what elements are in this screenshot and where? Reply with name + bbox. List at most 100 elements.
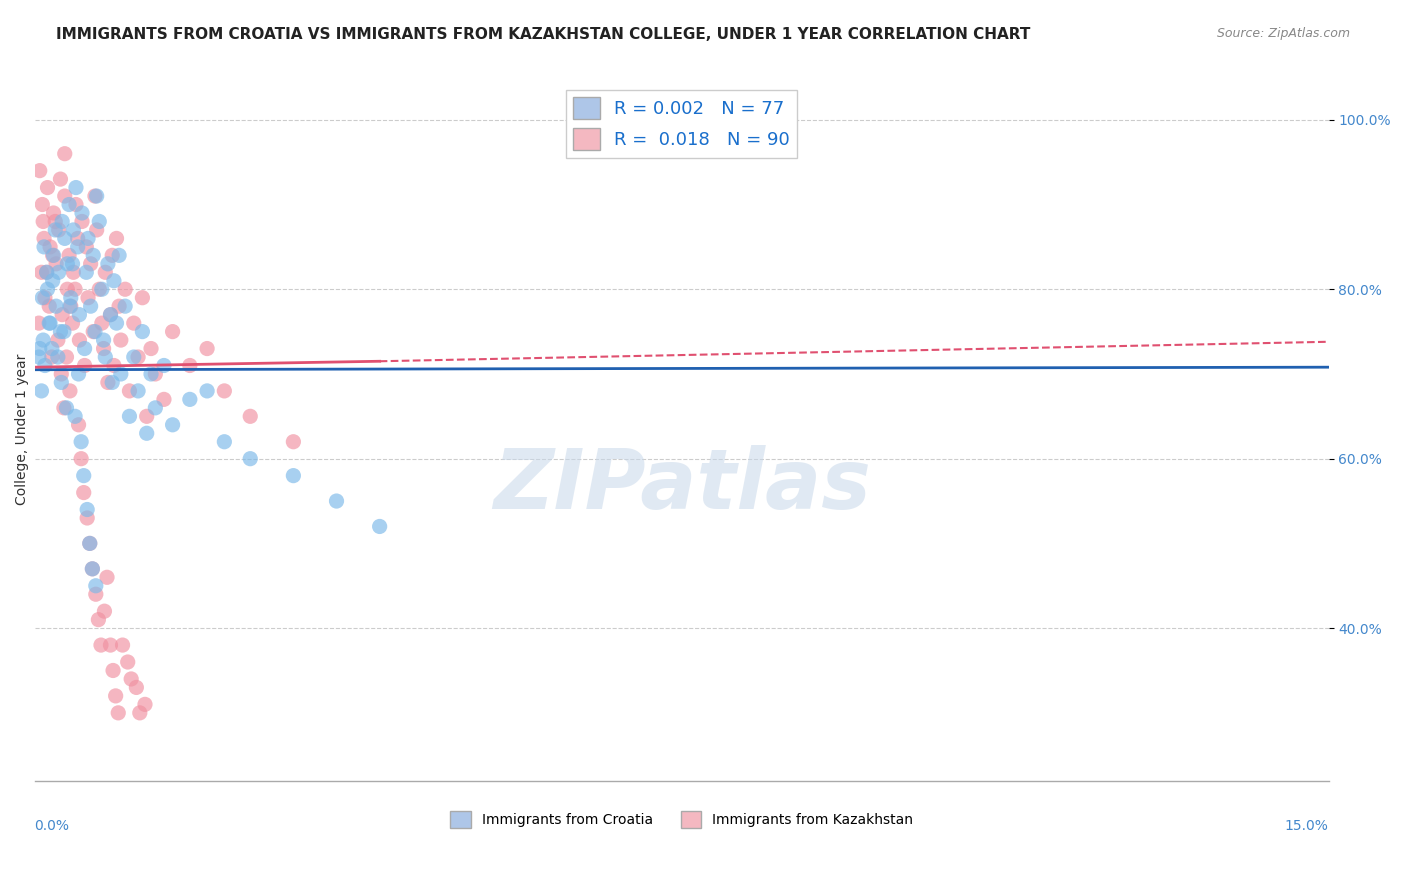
Point [67,308,90,322]
Point [82,562,104,576]
Point [101,248,124,262]
Point [117,655,139,669]
Point [34,359,56,373]
Point [134,698,156,712]
Point [139,342,162,356]
Point [45,257,67,271]
Point [89,214,111,228]
Point [143,367,166,381]
Point [59,299,82,313]
Point [84,579,107,593]
Point [56,282,79,296]
Point [103,359,125,373]
Point [110,367,132,381]
Point [28,316,51,330]
Point [93,604,115,618]
Point [103,274,125,288]
Point [135,409,157,424]
Point [93,342,115,356]
Point [30,265,52,279]
Point [53,231,76,245]
Point [94,350,117,364]
Point [239,409,262,424]
Point [39,316,62,330]
Point [118,384,141,398]
Point [368,519,391,533]
Point [90,282,112,296]
Point [90,638,112,652]
Point [37,282,59,296]
Point [73,468,96,483]
Point [105,316,128,330]
Point [76,511,98,525]
Point [28,342,51,356]
Point [101,376,124,390]
Point [31,197,53,211]
Point [62,257,84,271]
Point [79,257,101,271]
Point [42,248,65,262]
Point [122,350,145,364]
Point [30,384,52,398]
Point [82,248,104,262]
Point [76,502,98,516]
Point [58,248,80,262]
Text: ZIPatlas: ZIPatlas [492,445,870,525]
Point [73,485,96,500]
Point [93,333,115,347]
Point [77,231,100,245]
Point [62,316,84,330]
Point [70,206,93,220]
Point [108,299,131,313]
Point [65,197,87,211]
Point [66,240,89,254]
Point [131,291,153,305]
Point [55,350,77,364]
Point [118,409,141,424]
Point [179,392,201,407]
Point [49,325,72,339]
Point [77,291,100,305]
Point [38,316,60,330]
Point [32,231,55,245]
Point [239,451,262,466]
Point [51,367,73,381]
Point [70,434,93,449]
Point [63,282,86,296]
Point [84,325,107,339]
Point [139,367,162,381]
Point [31,291,53,305]
Point [79,299,101,313]
Point [70,214,93,228]
Point [120,672,142,686]
Point [67,417,90,432]
Point [97,376,120,390]
Point [96,570,118,584]
Point [162,325,184,339]
Point [108,248,131,262]
Text: IMMIGRANTS FROM CROATIA VS IMMIGRANTS FROM KAZAKHSTAN COLLEGE, UNDER 1 YEAR CORR: IMMIGRANTS FROM CROATIA VS IMMIGRANTS FR… [56,27,1031,42]
Point [62,223,84,237]
Point [46,350,69,364]
Point [179,359,201,373]
Point [283,468,305,483]
Point [44,214,66,228]
Point [162,417,184,432]
Point [53,189,76,203]
Point [127,350,149,364]
Text: 15.0%: 15.0% [1285,819,1329,833]
Point [73,342,96,356]
Point [48,223,70,237]
Point [41,274,63,288]
Point [114,282,136,296]
Point [39,240,62,254]
Point [62,265,84,279]
Point [82,325,104,339]
Point [59,299,82,313]
Point [70,451,93,466]
Point [90,316,112,330]
Point [79,536,101,550]
Point [59,291,82,305]
Point [49,172,72,186]
Point [41,350,63,364]
